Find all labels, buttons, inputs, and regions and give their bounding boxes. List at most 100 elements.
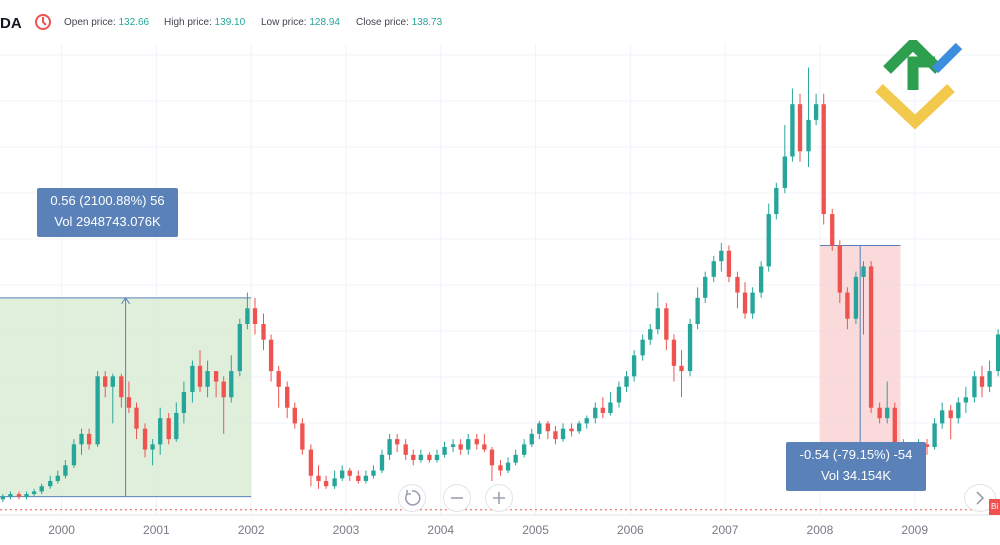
candle-body — [110, 376, 115, 387]
candle-body — [126, 397, 132, 408]
candle-body — [158, 418, 163, 445]
candle-body — [489, 449, 495, 466]
candle-body — [411, 454, 416, 461]
candle-body — [648, 329, 653, 340]
rise-measure-change: 0.56 (2100.88%) 56 — [50, 193, 165, 208]
reset-view-button[interactable] — [398, 484, 426, 512]
candle-body — [861, 266, 866, 277]
candle-body — [513, 454, 518, 463]
time-axis — [0, 515, 1000, 545]
x-tick-label: 2005 — [522, 523, 549, 537]
x-tick-label: 2001 — [143, 523, 170, 537]
candle-body — [845, 292, 850, 319]
candle-body — [181, 392, 187, 413]
candle-body — [0, 496, 6, 500]
candle-body — [584, 418, 589, 424]
candle-body — [806, 119, 811, 152]
candle-body — [790, 104, 795, 157]
chart-header: DA Open price: 132.66 High price: 139.10… — [0, 0, 1000, 44]
candle-body — [466, 439, 471, 450]
candle-body — [830, 214, 835, 246]
candle-body — [924, 444, 930, 447]
candle-body — [340, 470, 345, 479]
candle-body — [932, 423, 937, 447]
candle-body — [434, 454, 440, 461]
close-price: Close price: 138.73 — [356, 17, 442, 28]
candle-body — [608, 402, 613, 413]
candle-body — [450, 444, 456, 447]
low-price-label: Low price: — [261, 17, 307, 28]
candle-body — [379, 454, 385, 471]
zoom-in-button[interactable] — [485, 484, 513, 512]
candle-body — [150, 444, 155, 450]
candle-body — [774, 187, 779, 215]
low-price: Low price: 128.94 — [261, 17, 340, 28]
candle-body — [979, 376, 985, 387]
candle-body — [103, 376, 108, 387]
candle-body — [821, 104, 826, 215]
candle-body — [276, 371, 281, 387]
candle-body — [8, 494, 13, 497]
candle-body — [24, 494, 29, 497]
candle-body — [134, 407, 139, 429]
candle-body — [892, 407, 897, 455]
candle-body — [213, 371, 219, 382]
x-tick-label: 2007 — [712, 523, 739, 537]
candle-body — [442, 446, 447, 455]
candle-body — [347, 470, 352, 476]
fall-measure-label: -0.54 (-79.15%) -54 Vol 34.154K — [786, 442, 926, 491]
plus-icon — [493, 492, 505, 504]
candle-body — [55, 475, 60, 481]
candle-body — [655, 308, 660, 330]
timeframe-clock-icon[interactable] — [33, 12, 53, 32]
candle-body — [166, 418, 171, 440]
candle-body — [505, 462, 511, 471]
candle-body — [537, 423, 542, 434]
candle-body — [71, 444, 77, 466]
candle-body — [679, 365, 684, 372]
x-tick-label: 2004 — [427, 523, 454, 537]
candle-body — [174, 412, 179, 440]
candle-body — [229, 371, 234, 398]
candle-body — [956, 402, 961, 419]
x-tick-label: 2003 — [333, 523, 360, 537]
x-tick-label: 2002 — [238, 523, 265, 537]
candle-body — [363, 475, 369, 481]
candle-body — [529, 433, 534, 445]
candle-body — [868, 266, 874, 408]
candle-body — [292, 407, 297, 424]
candle-body — [837, 245, 842, 293]
candle-body — [735, 276, 740, 293]
symbol-ticker[interactable]: DA — [0, 15, 22, 32]
candle-body — [245, 308, 250, 324]
candle-body — [63, 465, 68, 476]
candle-body — [197, 365, 203, 387]
rise-measure-arrowhead — [121, 296, 131, 305]
reset-icon — [404, 490, 421, 506]
close-price-value: 138.73 — [411, 17, 443, 28]
candle-body — [545, 423, 551, 432]
candle-body — [640, 339, 645, 356]
zoom-out-button[interactable] — [443, 484, 471, 512]
candle-body — [726, 250, 732, 277]
candle-body — [261, 323, 266, 340]
candle-body — [371, 470, 376, 476]
chevron-right-icon — [976, 491, 985, 505]
candle-body — [387, 439, 392, 455]
candle-body — [624, 376, 629, 387]
candle-body — [403, 444, 408, 455]
high-price-label: High price: — [164, 17, 212, 28]
candle-body — [782, 156, 788, 188]
candle-body — [766, 214, 771, 267]
candle-body — [948, 410, 953, 419]
candle-body — [972, 376, 977, 398]
candle-body — [474, 439, 479, 445]
candle-body — [458, 444, 463, 450]
candle-body — [569, 428, 574, 432]
candle-body — [687, 323, 693, 372]
fall-measure-change: -0.54 (-79.15%) -54 — [799, 447, 913, 462]
candle-body — [394, 439, 400, 445]
candle-body — [750, 292, 755, 314]
candle-body — [48, 480, 53, 487]
